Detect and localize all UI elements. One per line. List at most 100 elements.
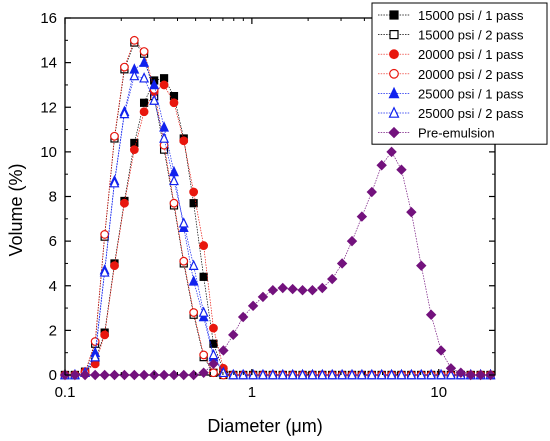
data-point [139, 72, 150, 83]
data-point [110, 261, 119, 271]
data-point [277, 368, 288, 380]
data-point [406, 206, 417, 218]
data-point [168, 369, 180, 381]
data-point [178, 217, 189, 228]
y-tick-label: 2 [49, 322, 57, 339]
data-point [327, 368, 338, 380]
y-tick-label: 14 [40, 55, 57, 72]
data-point [346, 235, 358, 247]
data-point [257, 291, 269, 303]
data-point [199, 350, 209, 360]
data-point [90, 351, 101, 362]
data-point [120, 198, 129, 208]
legend-label: 20000 psi / 2 pass [418, 67, 524, 82]
data-point [277, 282, 288, 294]
data-point [139, 107, 149, 117]
data-point [120, 62, 129, 72]
y-tick-label: 0 [49, 367, 57, 384]
data-point [129, 35, 139, 45]
data-point [158, 369, 170, 381]
data-point [139, 47, 149, 56]
data-point [366, 368, 377, 380]
data-point [267, 368, 278, 380]
data-point [198, 306, 209, 317]
legend-marker [389, 49, 399, 60]
data-point [297, 285, 308, 296]
data-point [109, 177, 120, 188]
data-point [327, 273, 338, 285]
data-point [386, 368, 397, 380]
x-axis-title: Diameter (μm) [207, 416, 322, 436]
data-point [100, 330, 110, 340]
data-point [208, 358, 219, 370]
data-point [149, 94, 160, 105]
data-point [445, 368, 456, 380]
x-tick-label: 10 [430, 384, 447, 401]
data-point [416, 260, 427, 271]
data-point [445, 363, 457, 374]
data-point [188, 259, 199, 270]
data-point [188, 369, 199, 381]
data-point [426, 368, 437, 380]
data-point [100, 230, 110, 239]
y-tick-label: 8 [49, 189, 57, 206]
data-point [189, 308, 199, 317]
data-point [218, 345, 229, 356]
data-point [356, 211, 368, 222]
data-point [159, 121, 170, 132]
data-point [109, 369, 120, 381]
data-point [435, 345, 447, 356]
legend-label: 25000 psi / 2 pass [418, 106, 524, 121]
data-point [247, 300, 259, 312]
data-point [396, 164, 407, 175]
data-point [416, 368, 427, 380]
y-tick-label: 12 [40, 99, 57, 116]
axes: 0 2 4 6 8 10 12 14 16 0.1 1 10 [40, 10, 496, 401]
data-point [347, 368, 357, 380]
legend-label: 25000 psi / 1 pass [418, 86, 524, 101]
legend-box [371, 2, 548, 145]
data-point [79, 369, 91, 381]
data-point [110, 131, 119, 141]
data-layer [59, 35, 496, 381]
legend-item: 20000 psi / 1 pass [378, 47, 524, 62]
data-point [228, 368, 239, 380]
legend-label: 20000 psi / 1 pass [418, 47, 524, 62]
data-point [317, 368, 328, 380]
data-point [69, 369, 81, 381]
data-point [139, 98, 149, 107]
legend-marker [388, 86, 400, 99]
data-point [376, 368, 387, 380]
data-point [129, 145, 139, 155]
data-point [475, 369, 486, 381]
legend-label: 15000 psi / 1 pass [418, 8, 524, 23]
y-tick-label: 6 [49, 233, 57, 250]
legend-marker [389, 10, 399, 20]
legend-item: 25000 psi / 1 pass [378, 86, 524, 101]
data-point [336, 258, 348, 269]
legend-marker [388, 126, 400, 139]
data-point [189, 199, 198, 208]
data-point [297, 368, 308, 380]
data-point [366, 186, 377, 198]
data-point [159, 132, 170, 143]
data-point [138, 369, 150, 381]
data-point [425, 309, 437, 320]
legend-item: 20000 psi / 2 pass [378, 67, 524, 82]
legend: 15000 psi / 1 pass 15000 psi / 2 pass 2000… [371, 2, 548, 145]
legend-item: Pre-emulsion [378, 126, 495, 141]
data-point [99, 266, 110, 277]
data-point [287, 368, 298, 380]
legend-item: 15000 psi / 1 pass [378, 8, 524, 23]
data-point [386, 146, 397, 158]
data-point [139, 56, 150, 67]
data-point [119, 107, 130, 119]
data-point [199, 241, 209, 250]
data-point [287, 283, 298, 295]
data-point [99, 369, 110, 381]
data-point [307, 285, 318, 296]
legend-marker [388, 106, 400, 118]
data-point [178, 369, 189, 381]
legend-label: 15000 psi / 2 pass [418, 28, 524, 43]
data-point [198, 367, 209, 378]
